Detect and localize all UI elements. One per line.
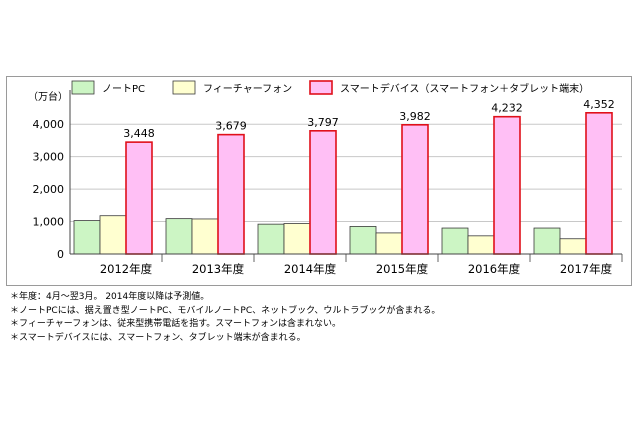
bar bbox=[533, 227, 561, 255]
bar bbox=[493, 115, 521, 255]
x-tick-label: 2016年度 bbox=[468, 262, 521, 276]
legend-label: フィーチャーフォン bbox=[203, 83, 292, 95]
bar bbox=[441, 227, 469, 255]
y-tick-label: 3,000 bbox=[33, 151, 65, 164]
data-label: 4,352 bbox=[583, 98, 615, 111]
footnote: ＊フィーチャーフォンは、従来型携帯電話を指す。スマートフォンは含まれない。 bbox=[10, 319, 342, 329]
bars: 3,448 3,679 3,797 3,982 4,232 4,352 bbox=[73, 98, 615, 255]
legend: ノートPC フィーチャーフォン スマートデバイス（スマートフォン＋タブレット端末） bbox=[71, 80, 589, 95]
bar bbox=[401, 124, 429, 255]
x-axis: 2012年度 2013年度 2014年度 2015年度 2016年度 2017年度 bbox=[70, 253, 623, 276]
data-label: 4,232 bbox=[491, 102, 523, 115]
x-tick-label: 2017年度 bbox=[560, 262, 613, 276]
bar bbox=[99, 215, 127, 255]
y-tick-label: 2,000 bbox=[33, 183, 65, 196]
bar bbox=[349, 226, 377, 255]
data-label: 3,797 bbox=[307, 116, 339, 129]
bar bbox=[165, 218, 193, 255]
bar bbox=[73, 220, 101, 255]
x-tick-label: 2015年度 bbox=[376, 262, 429, 276]
bar bbox=[191, 218, 219, 255]
footnote: ＊ノートPCには、据え置き型ノートPC、モバイルノートPC、ネットブック、ウルト… bbox=[10, 305, 441, 316]
legend-swatch bbox=[172, 80, 196, 95]
x-tick-label: 2014年度 bbox=[284, 262, 337, 276]
data-label: 3,679 bbox=[215, 120, 247, 133]
bar bbox=[375, 232, 403, 255]
data-label: 3,448 bbox=[123, 127, 155, 140]
y-tick-label: 1,000 bbox=[33, 216, 65, 229]
x-tick-label: 2013年度 bbox=[192, 262, 245, 276]
bar bbox=[125, 141, 153, 255]
legend-label: スマートデバイス（スマートフォン＋タブレット端末） bbox=[340, 82, 589, 95]
legend-label: ノートPC bbox=[102, 84, 145, 95]
x-tick-label: 2012年度 bbox=[100, 262, 153, 276]
y-tick-label: 4,000 bbox=[33, 118, 65, 131]
footnote: ＊スマートデバイスには、スマートフォン、タブレット端末が含まれる。 bbox=[10, 332, 306, 343]
unit-label: （万台） bbox=[28, 90, 68, 103]
y-axis: 0 1,000 2,000 3,000 4,000 bbox=[33, 90, 71, 261]
bar bbox=[585, 112, 613, 255]
footnote: ＊年度：4月～翌3月。 2014年度以降は予測値。 bbox=[10, 292, 210, 302]
y-tick-label: 0 bbox=[57, 248, 64, 261]
legend-swatch bbox=[309, 80, 333, 95]
bar bbox=[217, 133, 245, 255]
footnotes: ＊年度：4月～翌3月。 2014年度以降は予測値。 ＊ノートPCには、据え置き型… bbox=[10, 291, 440, 345]
bar bbox=[257, 223, 285, 255]
legend-swatch bbox=[71, 80, 95, 95]
bar-chart: （万台） ノートPC フィーチャーフォン スマートデバイス（スマートフォン＋タブレッ… bbox=[28, 80, 623, 276]
bar bbox=[559, 238, 587, 255]
bar bbox=[309, 130, 337, 255]
bar bbox=[467, 235, 495, 255]
chart-frame bbox=[6, 76, 632, 286]
bar bbox=[283, 223, 311, 255]
data-label: 3,982 bbox=[399, 110, 431, 123]
